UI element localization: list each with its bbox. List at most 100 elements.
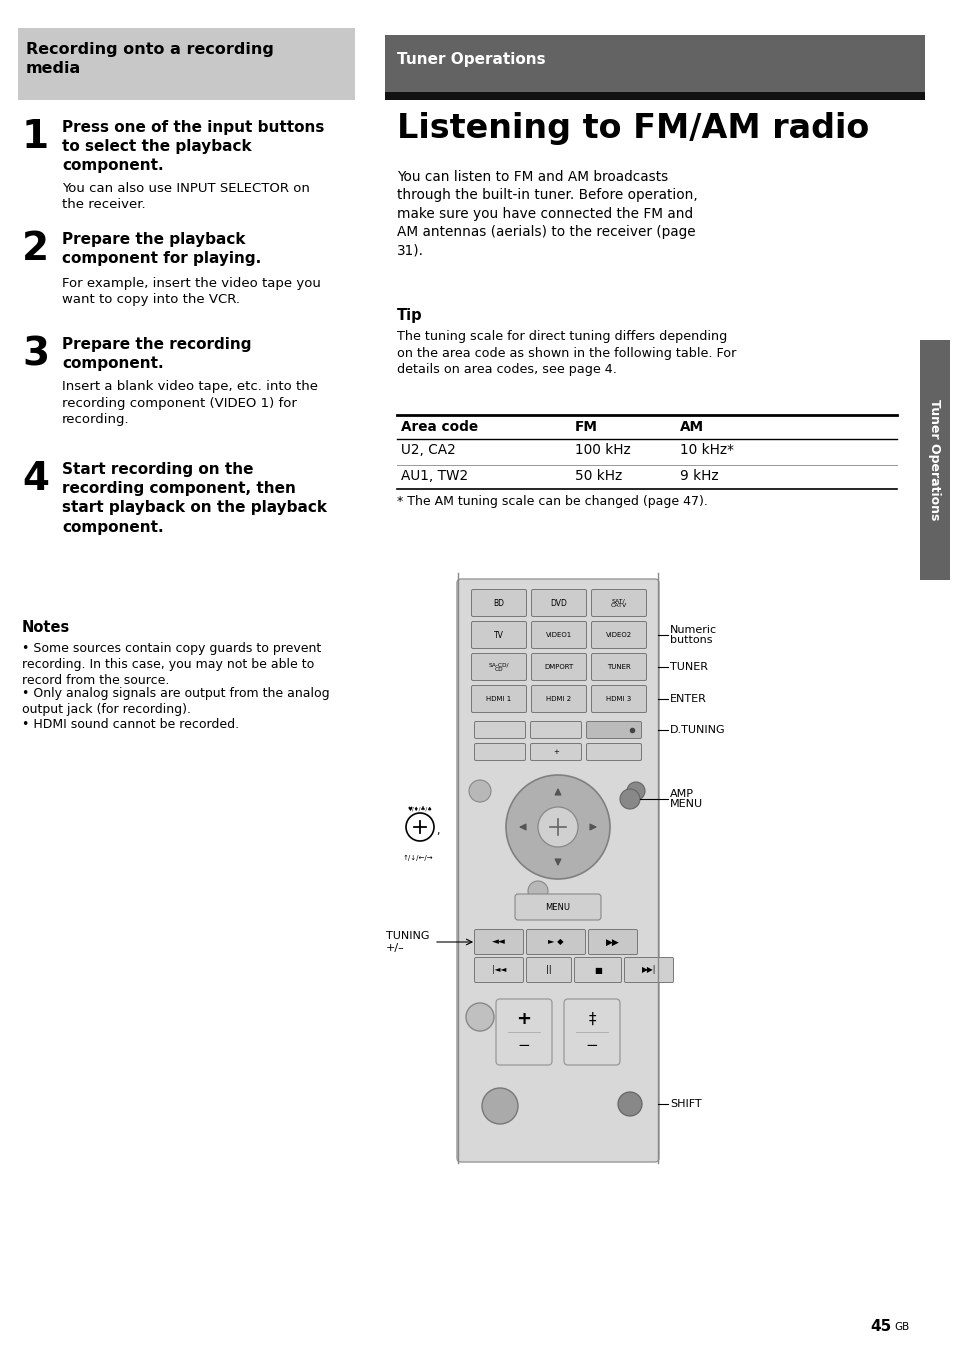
Text: TUNER: TUNER — [669, 662, 707, 672]
Text: The tuning scale for direct tuning differs depending
on the area code as shown i: The tuning scale for direct tuning diffe… — [396, 330, 736, 376]
Circle shape — [626, 781, 644, 800]
Text: SA-CD/
CD: SA-CD/ CD — [488, 662, 509, 672]
Text: Prepare the recording
component.: Prepare the recording component. — [62, 337, 252, 372]
FancyBboxPatch shape — [515, 894, 600, 919]
Text: Insert a blank video tape, etc. into the
recording component (VIDEO 1) for
recor: Insert a blank video tape, etc. into the… — [62, 380, 317, 426]
Text: Recording onto a recording
media: Recording onto a recording media — [26, 42, 274, 76]
Text: ↑/↓/←/→: ↑/↓/←/→ — [402, 854, 433, 861]
FancyBboxPatch shape — [531, 653, 586, 680]
Text: ◄◄: ◄◄ — [492, 937, 505, 946]
FancyBboxPatch shape — [586, 744, 640, 760]
Circle shape — [619, 790, 639, 808]
Text: ■: ■ — [594, 965, 601, 975]
Text: DMPORT: DMPORT — [544, 664, 573, 671]
Bar — [385, 35, 924, 100]
Text: Tuner Operations: Tuner Operations — [396, 51, 545, 68]
Text: ♥/♦/♣/♠: ♥/♦/♣/♠ — [407, 807, 432, 813]
Text: MENU: MENU — [545, 903, 570, 911]
FancyBboxPatch shape — [474, 957, 523, 983]
Text: ► ◆: ► ◆ — [548, 937, 563, 946]
Text: VIDEO2: VIDEO2 — [605, 631, 632, 638]
Circle shape — [469, 780, 491, 802]
Bar — [385, 92, 924, 100]
FancyBboxPatch shape — [530, 744, 581, 760]
Text: ||: || — [545, 965, 551, 975]
FancyBboxPatch shape — [471, 589, 526, 617]
Text: Numeric
buttons: Numeric buttons — [669, 625, 717, 645]
Text: VIDEO1: VIDEO1 — [545, 631, 572, 638]
FancyBboxPatch shape — [531, 622, 586, 649]
Text: Tuner Operations: Tuner Operations — [927, 399, 941, 521]
FancyBboxPatch shape — [526, 930, 585, 955]
FancyBboxPatch shape — [496, 999, 552, 1065]
Text: |◄◄: |◄◄ — [492, 965, 506, 975]
Text: 1: 1 — [22, 118, 49, 155]
Text: Tip: Tip — [396, 308, 422, 323]
Text: −: − — [517, 1037, 530, 1052]
FancyBboxPatch shape — [530, 722, 581, 738]
Text: GB: GB — [893, 1322, 908, 1332]
Text: ▶▶: ▶▶ — [605, 937, 619, 946]
FancyBboxPatch shape — [456, 579, 659, 1161]
Text: Area code: Area code — [400, 420, 477, 434]
FancyBboxPatch shape — [531, 685, 586, 713]
Text: +: + — [516, 1010, 531, 1028]
Text: 9 kHz: 9 kHz — [679, 469, 718, 483]
FancyBboxPatch shape — [526, 957, 571, 983]
Text: • HDMI sound cannot be recorded.: • HDMI sound cannot be recorded. — [22, 718, 239, 730]
Text: HDMI 3: HDMI 3 — [606, 696, 631, 702]
Text: 4: 4 — [22, 460, 49, 498]
FancyBboxPatch shape — [591, 685, 646, 713]
Circle shape — [505, 775, 609, 879]
Text: TV: TV — [494, 630, 503, 639]
Text: You can also use INPUT SELECTOR on
the receiver.: You can also use INPUT SELECTOR on the r… — [62, 183, 310, 211]
Text: SHIFT: SHIFT — [669, 1099, 700, 1109]
Circle shape — [527, 882, 547, 900]
Text: 50 kHz: 50 kHz — [575, 469, 621, 483]
FancyBboxPatch shape — [591, 589, 646, 617]
Bar — [0, 0, 953, 28]
Text: HDMI 1: HDMI 1 — [486, 696, 511, 702]
Text: ENTER: ENTER — [669, 694, 706, 704]
Bar — [18, 24, 355, 100]
Text: U2, CA2: U2, CA2 — [400, 443, 456, 457]
Text: • Only analog signals are output from the analog
output jack (for recording).: • Only analog signals are output from th… — [22, 687, 330, 715]
Circle shape — [406, 813, 434, 841]
Text: DVD: DVD — [550, 599, 567, 607]
FancyBboxPatch shape — [574, 957, 620, 983]
FancyBboxPatch shape — [591, 622, 646, 649]
Text: Notes: Notes — [22, 621, 71, 635]
Text: HDMI 2: HDMI 2 — [546, 696, 571, 702]
FancyBboxPatch shape — [474, 744, 525, 760]
Circle shape — [481, 1088, 517, 1124]
Text: TUNER: TUNER — [606, 664, 630, 671]
Text: D.TUNING: D.TUNING — [669, 725, 725, 735]
Text: FM: FM — [575, 420, 598, 434]
Text: 3: 3 — [22, 335, 49, 373]
FancyBboxPatch shape — [624, 957, 673, 983]
Text: ,: , — [436, 826, 439, 836]
Text: 2: 2 — [22, 230, 49, 268]
Text: Press one of the input buttons
to select the playback
component.: Press one of the input buttons to select… — [62, 120, 324, 173]
Circle shape — [537, 807, 578, 846]
FancyBboxPatch shape — [563, 999, 619, 1065]
Text: −: − — [585, 1037, 598, 1052]
Text: For example, insert the video tape you
want to copy into the VCR.: For example, insert the video tape you w… — [62, 277, 320, 307]
Text: +: + — [553, 749, 558, 754]
Text: You can listen to FM and AM broadcasts
through the built-in tuner. Before operat: You can listen to FM and AM broadcasts t… — [396, 170, 697, 258]
Text: 45: 45 — [870, 1320, 891, 1334]
Text: • Some sources contain copy guards to prevent
recording. In this case, you may n: • Some sources contain copy guards to pr… — [22, 642, 321, 687]
Text: BD: BD — [493, 599, 504, 607]
Text: ▶▶|: ▶▶| — [641, 965, 656, 975]
Text: * The AM tuning scale can be changed (page 47).: * The AM tuning scale can be changed (pa… — [396, 495, 707, 508]
Text: AM: AM — [679, 420, 703, 434]
Text: SAT/
CATV: SAT/ CATV — [610, 598, 626, 608]
FancyBboxPatch shape — [471, 653, 526, 680]
FancyBboxPatch shape — [471, 685, 526, 713]
Bar — [919, 339, 949, 580]
FancyBboxPatch shape — [474, 722, 525, 738]
FancyBboxPatch shape — [474, 930, 523, 955]
Text: 100 kHz: 100 kHz — [575, 443, 630, 457]
Text: 10 kHz*: 10 kHz* — [679, 443, 733, 457]
Circle shape — [618, 1092, 641, 1115]
